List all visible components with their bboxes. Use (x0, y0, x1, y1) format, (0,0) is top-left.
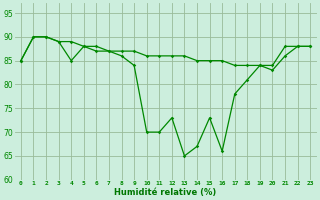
X-axis label: Humidité relative (%): Humidité relative (%) (115, 188, 217, 197)
